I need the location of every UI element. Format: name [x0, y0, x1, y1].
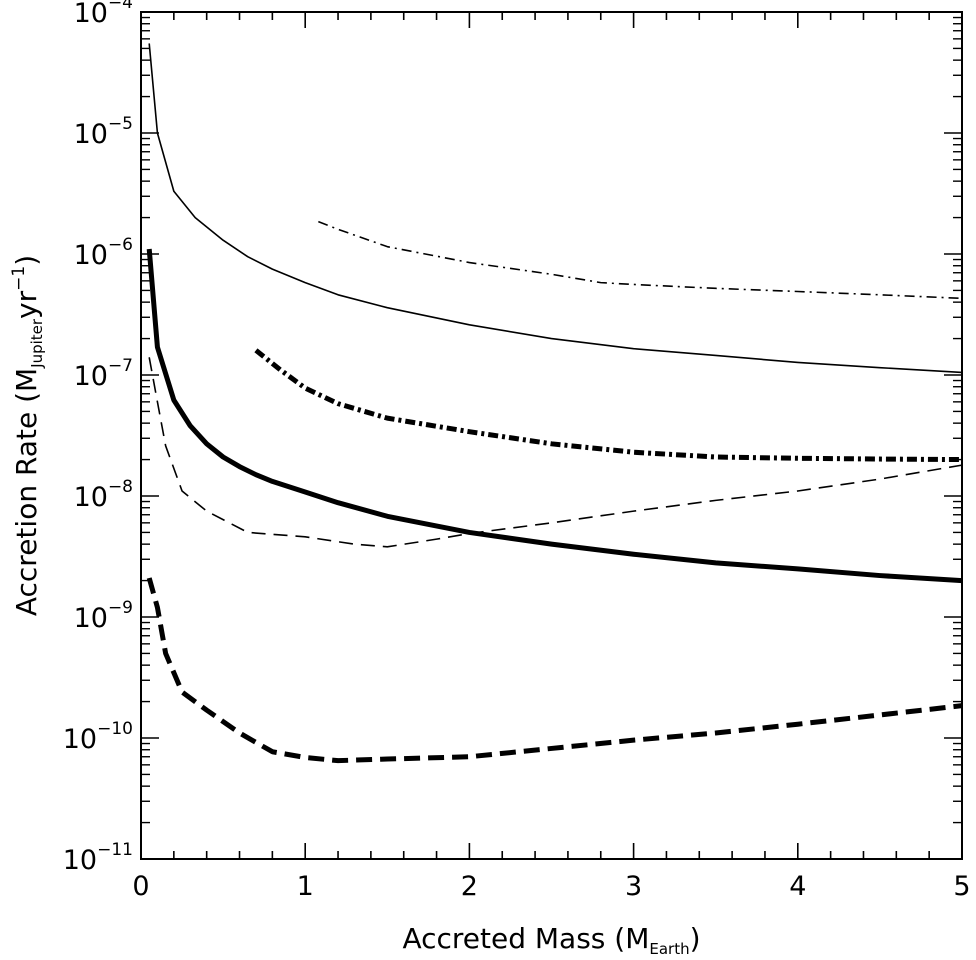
y-tick-label: 10−5	[74, 114, 133, 150]
y-tick-label: 10−4	[74, 0, 133, 29]
axes-layer	[140, 11, 963, 860]
x-tick-label: 0	[132, 871, 149, 902]
x-tick-label: 2	[461, 871, 478, 902]
series-line-thick-dashed	[146, 577, 963, 764]
series-line-thick-dash-dot	[254, 348, 963, 463]
x-tick-label: 3	[625, 871, 642, 902]
y-axis-title: Accretion Rate (MJupiteryr−1)	[9, 255, 46, 616]
y-tick-label: 10−11	[63, 840, 133, 876]
x-tick-label: 5	[953, 871, 970, 902]
y-tick-label: 10−10	[63, 719, 133, 755]
labels-layer: 0 1 2 3 4 5 10−11 10−10 10−9 10−8 10−7 10−6 10−5 10−4…	[9, 0, 971, 958]
series-line-thin-dashed	[148, 357, 963, 548]
series-layer	[146, 43, 963, 764]
x-axis-title: Accreted Mass (MEarth)	[402, 922, 700, 958]
y-tick-label: 10−8	[74, 477, 133, 513]
series-line-thin-dash-dot	[318, 220, 963, 300]
plot-frame	[140, 11, 963, 860]
y-tick-label: 10−9	[74, 598, 133, 634]
series-line-thick-solid	[146, 248, 963, 584]
y-tick-label: 10−6	[74, 235, 133, 271]
x-tick-label: 4	[789, 871, 806, 902]
y-tick-label: 10−7	[74, 356, 133, 392]
x-tick-label: 1	[297, 871, 314, 902]
series-line-thin-solid	[148, 43, 963, 374]
